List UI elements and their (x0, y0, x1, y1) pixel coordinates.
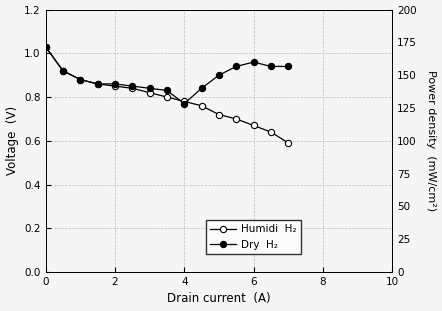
Humidi  H₂ (60, 69, 65, 73)
Dry  H₂ (78, 78, 83, 81)
Humidi  H₂ (216, 113, 221, 116)
Humidi  H₂ (95, 82, 100, 86)
Dry  H₂ (251, 60, 256, 64)
Dry  H₂ (216, 73, 221, 77)
Humidi  H₂ (251, 123, 256, 127)
Dry  H₂ (182, 102, 187, 105)
Humidi  H₂ (286, 141, 291, 145)
Line: Humidi  H₂: Humidi H₂ (42, 44, 291, 146)
Humidi  H₂ (268, 130, 274, 134)
Dry  H₂ (60, 69, 65, 73)
Line: Dry  H₂: Dry H₂ (42, 44, 291, 107)
Humidi  H₂ (182, 100, 187, 103)
Y-axis label: Power density  (mW/cm²): Power density (mW/cm²) (427, 70, 436, 211)
Humidi  H₂ (78, 78, 83, 81)
Dry  H₂ (112, 82, 118, 86)
Humidi  H₂ (147, 91, 152, 95)
Dry  H₂ (147, 86, 152, 90)
Dry  H₂ (234, 65, 239, 68)
Legend: Humidi  H₂, Dry  H₂: Humidi H₂, Dry H₂ (206, 220, 301, 254)
Humidi  H₂ (199, 104, 204, 108)
Humidi  H₂ (164, 95, 170, 99)
Dry  H₂ (199, 86, 204, 90)
Humidi  H₂ (112, 84, 118, 88)
Y-axis label: Voltage  (V): Voltage (V) (6, 106, 19, 175)
Humidi  H₂ (130, 86, 135, 90)
Dry  H₂ (130, 84, 135, 88)
Dry  H₂ (268, 65, 274, 68)
Dry  H₂ (95, 82, 100, 86)
Dry  H₂ (286, 65, 291, 68)
Humidi  H₂ (43, 45, 48, 49)
Dry  H₂ (43, 45, 48, 49)
Humidi  H₂ (234, 117, 239, 121)
Dry  H₂ (164, 89, 170, 92)
X-axis label: Drain current  (A): Drain current (A) (167, 292, 271, 305)
